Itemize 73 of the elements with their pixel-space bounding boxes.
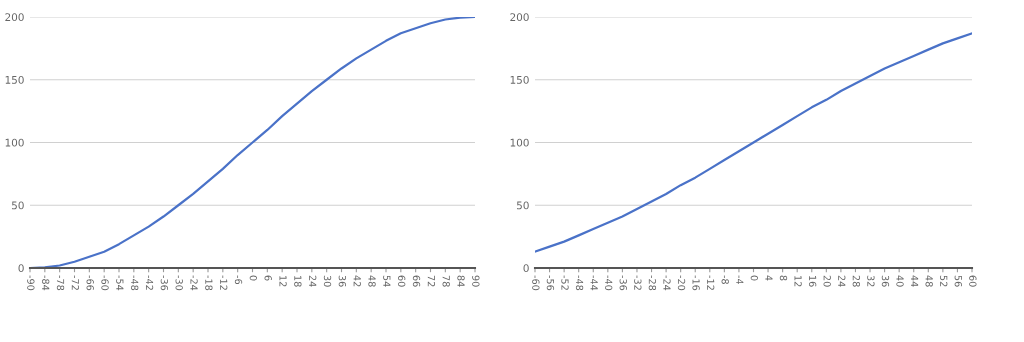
x-tick-label: -72 xyxy=(71,275,80,290)
x-tick-label: 24 xyxy=(309,275,317,287)
y-tick-label: 50 xyxy=(516,201,529,210)
x-tick-label: 18 xyxy=(294,276,302,287)
x-tick-label: -20 xyxy=(677,275,686,291)
y-tick-label: 150 xyxy=(510,75,529,84)
x-tick-label: -48 xyxy=(575,275,584,291)
x-tick-label: 8 xyxy=(779,275,788,281)
x-tick-label: -32 xyxy=(634,275,642,290)
x-tick-label: 48 xyxy=(925,275,933,287)
x-tick-label: -84 xyxy=(42,275,50,291)
line-series xyxy=(535,32,972,253)
x-tick-label: -18 xyxy=(205,275,213,291)
x-tick-label: 30 xyxy=(323,275,332,287)
x-tick-label: -52 xyxy=(561,275,569,290)
x-tick-label: 40 xyxy=(896,275,904,287)
x-tick-label: -60 xyxy=(101,275,109,291)
x-tick-label: 28 xyxy=(852,275,860,287)
x-tick-label: 44 xyxy=(911,275,919,287)
x-tick-label: -16 xyxy=(692,275,700,291)
x-tick-label: 36 xyxy=(338,275,347,287)
x-tick-label: -4 xyxy=(736,275,744,285)
x-tick-label: 4 xyxy=(765,275,773,281)
x-tick-label: -56 xyxy=(546,275,555,291)
x-tick-label: -40 xyxy=(605,275,613,291)
x-tick-label: 16 xyxy=(808,276,817,287)
x-tick-label: -12 xyxy=(707,275,715,290)
x-tick-label: 72 xyxy=(427,275,436,287)
x-tick-label: -42 xyxy=(145,275,154,290)
x-tick-label: -48 xyxy=(131,275,139,291)
x-tick-label: -6 xyxy=(234,275,243,285)
x-tick-label: -8 xyxy=(721,275,729,284)
x-tick-label: 84 xyxy=(457,275,465,287)
x-tick-label: 32 xyxy=(867,275,875,287)
x-tick-label: -36 xyxy=(160,275,169,291)
x-tick-label: -60 xyxy=(532,275,540,291)
y-tick-label: 200 xyxy=(510,13,529,22)
y-tick-label: 150 xyxy=(5,75,24,84)
y-tick-label: 0 xyxy=(523,264,529,273)
y-tick-label: 0 xyxy=(18,264,24,273)
x-tick-label: 52 xyxy=(940,275,948,287)
x-tick-label: -44 xyxy=(590,275,598,291)
x-tick-label: 66 xyxy=(412,275,421,287)
x-tick-label: -90 xyxy=(27,275,35,291)
x-tick-label: 54 xyxy=(383,275,391,287)
x-tick-label: -66 xyxy=(86,275,94,291)
x-tick-label: 24 xyxy=(838,275,846,287)
x-tick-label: 90 xyxy=(472,275,480,287)
y-tick-label: 50 xyxy=(11,201,24,210)
x-tick-label: -24 xyxy=(190,275,198,291)
y-tick-label: 200 xyxy=(5,13,24,22)
x-tick-label: 36 xyxy=(881,275,890,287)
x-tick-label: 42 xyxy=(353,275,361,287)
y-tick-label: 100 xyxy=(510,138,529,147)
x-tick-label: -12 xyxy=(220,275,228,290)
x-tick-label: -30 xyxy=(175,275,183,291)
x-tick-label: -24 xyxy=(663,275,671,291)
x-tick-label: 12 xyxy=(794,276,802,287)
x-tick-label: 78 xyxy=(442,275,450,287)
x-tick-label: 60 xyxy=(398,275,406,287)
x-tick-label: 0 xyxy=(249,275,258,281)
x-tick-label: 60 xyxy=(969,275,977,287)
x-tick-label: -78 xyxy=(56,275,65,291)
y-tick-label: 100 xyxy=(5,138,24,147)
x-tick-label: 56 xyxy=(954,275,962,287)
x-tick-label: 12 xyxy=(279,276,287,287)
x-tick-label: -28 xyxy=(648,275,657,291)
x-tick-label: -36 xyxy=(619,275,627,291)
x-tick-label: 20 xyxy=(823,275,831,287)
x-tick-label: 6 xyxy=(264,275,272,281)
x-tick-label: 48 xyxy=(368,275,376,287)
x-tick-label: -54 xyxy=(116,275,124,291)
x-tick-label: 0 xyxy=(750,275,759,281)
